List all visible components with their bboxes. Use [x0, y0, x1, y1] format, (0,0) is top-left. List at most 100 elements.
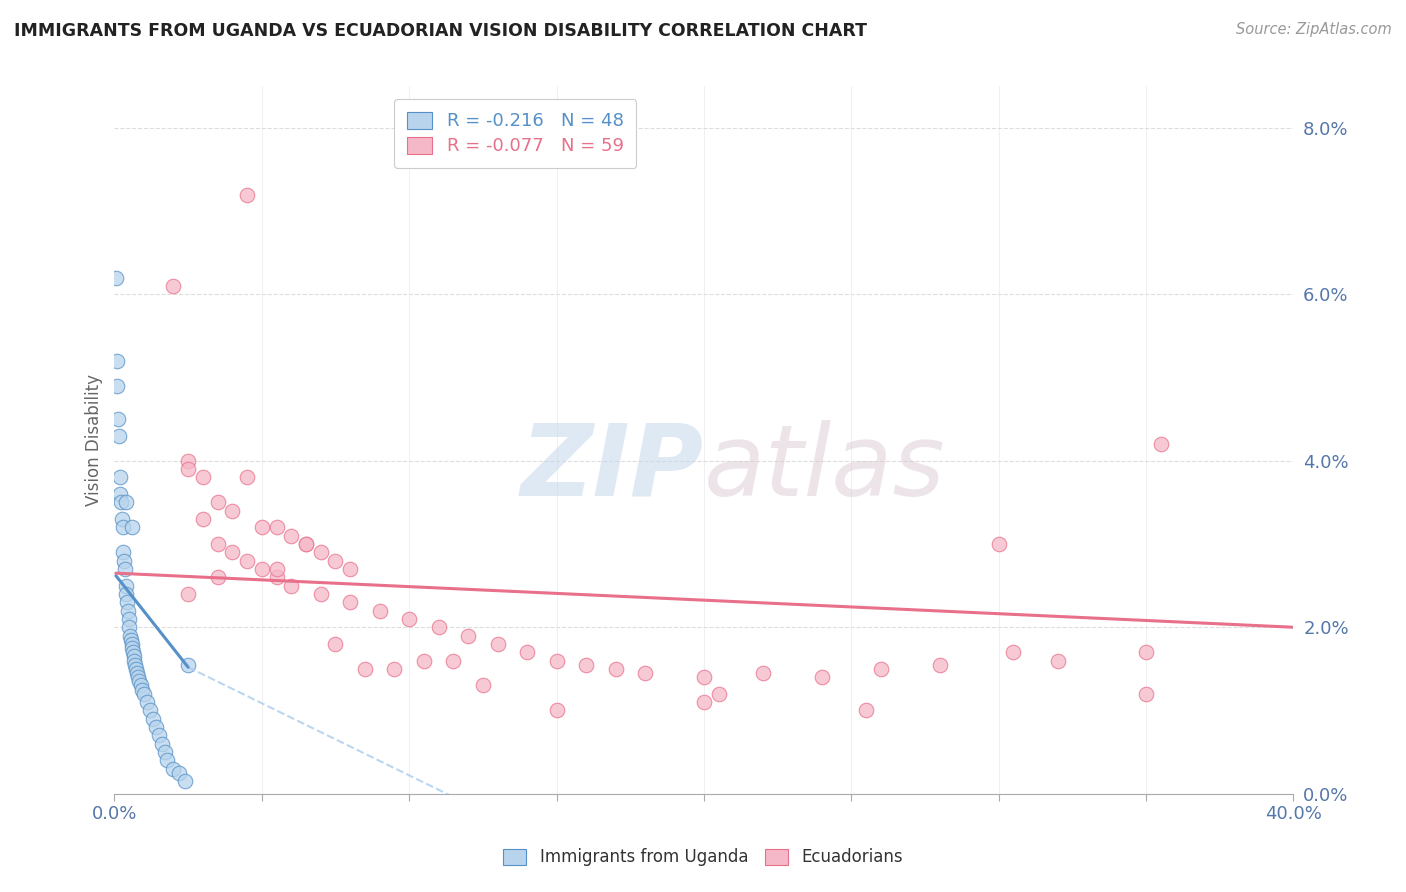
Point	[121, 645, 143, 659]
Point	[236, 554, 259, 568]
Point	[1046, 654, 1069, 668]
Point	[752, 666, 775, 681]
Point	[546, 654, 568, 668]
Point	[145, 720, 167, 734]
Point	[148, 728, 170, 742]
Point	[122, 649, 145, 664]
Legend: Immigrants from Uganda, Ecuadorians: Immigrants from Uganda, Ecuadorians	[495, 840, 911, 875]
Point	[108, 429, 131, 443]
Point	[221, 504, 243, 518]
Point	[280, 529, 302, 543]
Y-axis label: Vision Disability: Vision Disability	[86, 374, 103, 506]
Point	[546, 703, 568, 717]
Point	[1135, 645, 1157, 659]
Point	[354, 662, 377, 676]
Point	[117, 612, 139, 626]
Point	[118, 629, 141, 643]
Point	[634, 666, 657, 681]
Point	[250, 562, 273, 576]
Point	[325, 554, 347, 568]
Point	[693, 670, 716, 684]
Point	[162, 762, 184, 776]
Point	[516, 645, 538, 659]
Point	[207, 570, 229, 584]
Point	[105, 379, 128, 393]
Text: atlas: atlas	[704, 420, 946, 516]
Point	[117, 604, 139, 618]
Point	[325, 637, 347, 651]
Point	[111, 520, 134, 534]
Point	[127, 670, 149, 684]
Point	[457, 629, 479, 643]
Point	[131, 682, 153, 697]
Point	[384, 662, 406, 676]
Point	[104, 270, 127, 285]
Point	[108, 470, 131, 484]
Point	[114, 579, 136, 593]
Point	[207, 495, 229, 509]
Point	[112, 545, 135, 559]
Point	[111, 512, 134, 526]
Point	[142, 712, 165, 726]
Point	[191, 470, 214, 484]
Point	[125, 666, 148, 681]
Point	[413, 654, 436, 668]
Point	[121, 520, 143, 534]
Point	[339, 562, 361, 576]
Point	[167, 765, 190, 780]
Point	[207, 537, 229, 551]
Point	[236, 187, 259, 202]
Legend: R = -0.216   N = 48, R = -0.077   N = 59: R = -0.216 N = 48, R = -0.077 N = 59	[394, 99, 637, 168]
Point	[811, 670, 834, 684]
Point	[486, 637, 509, 651]
Point	[150, 737, 173, 751]
Point	[153, 745, 176, 759]
Point	[191, 512, 214, 526]
Point	[174, 774, 197, 789]
Point	[132, 687, 155, 701]
Point	[368, 604, 391, 618]
Point	[107, 412, 129, 426]
Point	[339, 595, 361, 609]
Point	[110, 495, 132, 509]
Point	[124, 662, 146, 676]
Point	[124, 657, 146, 672]
Point	[1135, 687, 1157, 701]
Point	[121, 637, 143, 651]
Text: ZIP: ZIP	[522, 420, 704, 516]
Point	[266, 570, 288, 584]
Point	[135, 695, 157, 709]
Point	[605, 662, 627, 676]
Point	[855, 703, 877, 717]
Point	[295, 537, 318, 551]
Point	[441, 654, 464, 668]
Point	[471, 678, 494, 692]
Point	[156, 753, 179, 767]
Point	[105, 354, 128, 368]
Point	[295, 537, 318, 551]
Point	[177, 454, 200, 468]
Point	[115, 495, 138, 509]
Point	[112, 554, 135, 568]
Point	[221, 545, 243, 559]
Point	[177, 462, 200, 476]
Point	[693, 695, 716, 709]
Text: IMMIGRANTS FROM UGANDA VS ECUADORIAN VISION DISABILITY CORRELATION CHART: IMMIGRANTS FROM UGANDA VS ECUADORIAN VIS…	[14, 22, 868, 40]
Point	[139, 703, 162, 717]
Point	[280, 579, 302, 593]
Point	[110, 487, 132, 501]
Point	[427, 620, 450, 634]
Point	[869, 662, 891, 676]
Point	[1150, 437, 1173, 451]
Point	[1002, 645, 1025, 659]
Point	[114, 562, 136, 576]
Point	[266, 562, 288, 576]
Point	[177, 657, 200, 672]
Point	[575, 657, 598, 672]
Point	[309, 587, 332, 601]
Point	[309, 545, 332, 559]
Point	[236, 470, 259, 484]
Point	[128, 674, 150, 689]
Text: Source: ZipAtlas.com: Source: ZipAtlas.com	[1236, 22, 1392, 37]
Point	[266, 520, 288, 534]
